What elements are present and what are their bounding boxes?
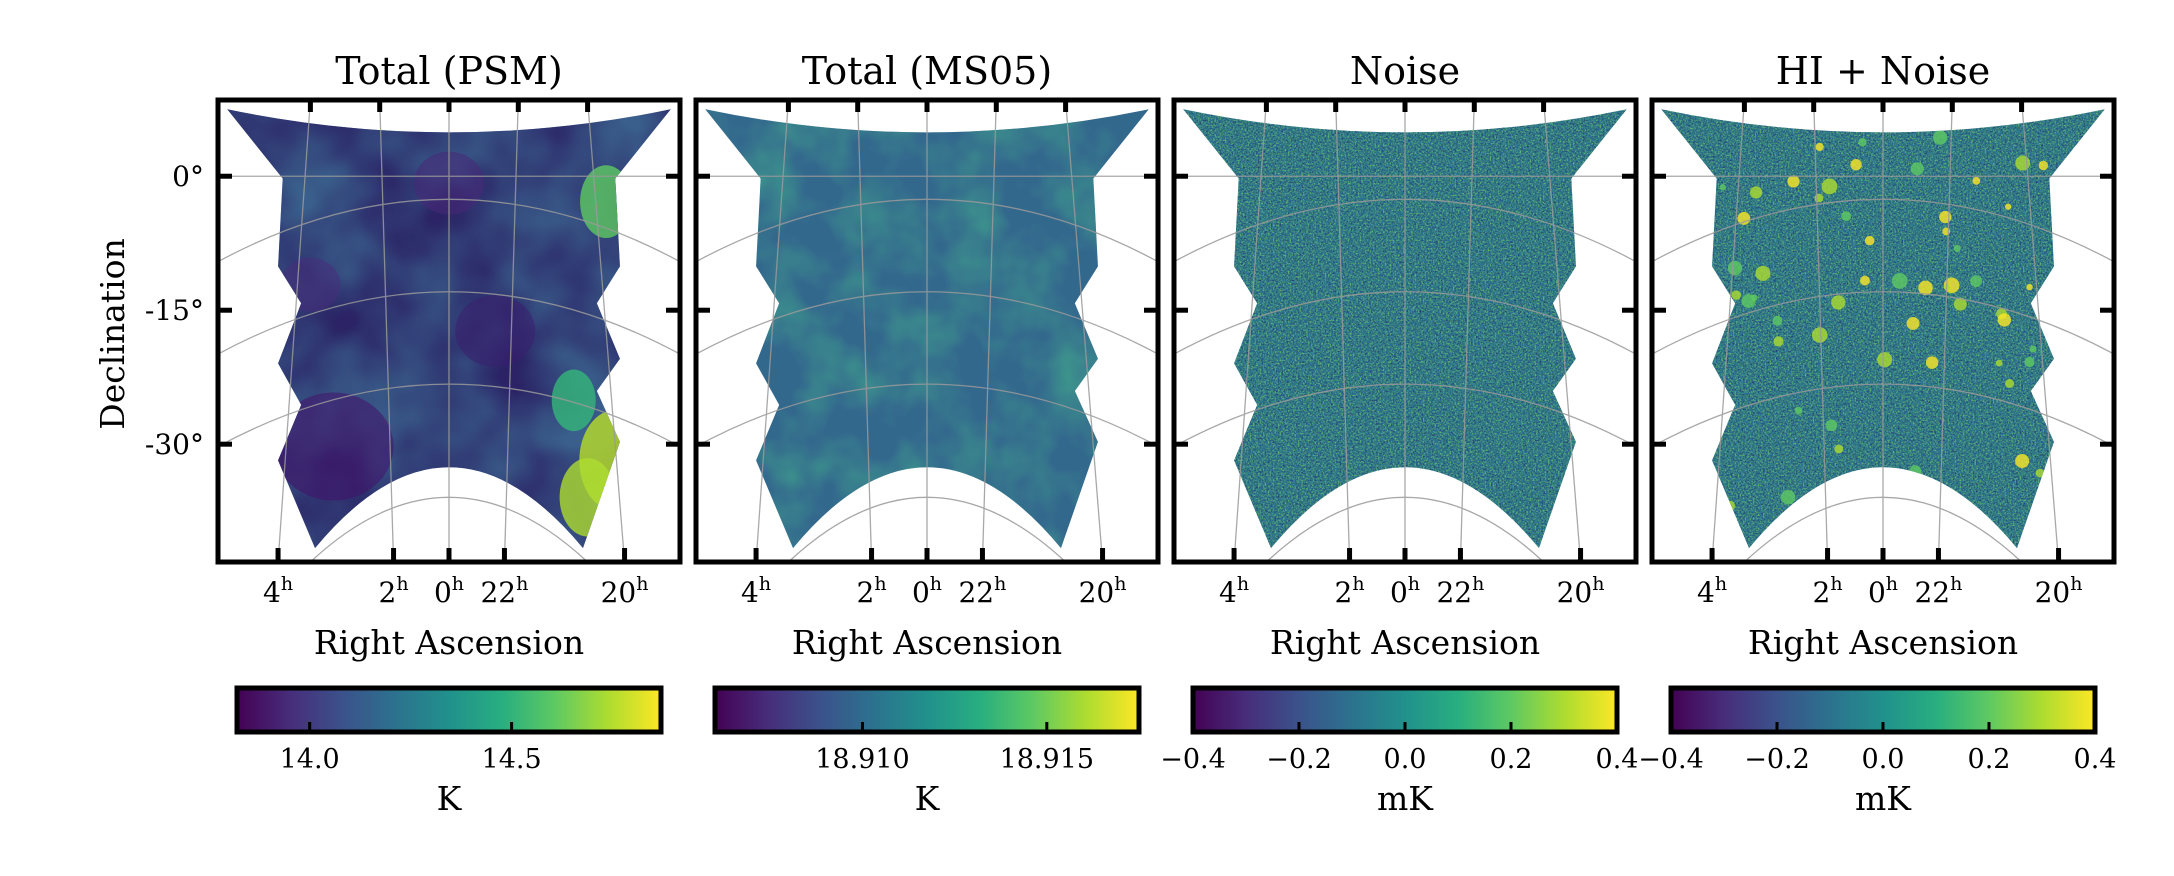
ra-tick-label: 0h	[1390, 573, 1420, 609]
ra-tick-label: 22h	[1436, 573, 1484, 609]
colorbar-unit: mK	[1377, 779, 1434, 818]
y-axis-label: Declination	[93, 238, 132, 429]
panel-3: Noise 4h 2h 0h 22h 20h Right Ascension −0.4 −0.2…	[1160, 49, 1639, 818]
ra-tick-label: 2h	[857, 573, 887, 609]
colorbar-tick-label: 0.2	[1968, 744, 2011, 775]
colorbar-tick-label: 0.4	[1596, 744, 1639, 775]
ra-tick-label: 0h	[1868, 573, 1898, 609]
colorbar-tick-label: 18.910	[815, 744, 909, 775]
colorbar-tick-label: 14.0	[280, 744, 340, 775]
dec-tick-label: -30°	[145, 428, 204, 461]
colorbar-tick-label: 0.0	[1384, 744, 1427, 775]
dec-tick-label: 0°	[172, 160, 204, 193]
colorbar-tick-label: −0.4	[1638, 744, 1704, 775]
x-axis-label: Right Ascension	[792, 623, 1062, 662]
ra-tick-label: 4h	[1697, 573, 1727, 609]
panel-title: Noise	[1350, 49, 1460, 93]
colorbar-unit: K	[915, 779, 941, 818]
ra-tick-label: 20h	[601, 573, 649, 609]
panel-1: Total (PSM) 0° -15° -30° 4h 2h 0h 22h 20h Right A…	[145, 49, 683, 818]
ra-tick-label: 20h	[1079, 573, 1127, 609]
ra-tick-label: 2h	[1813, 573, 1843, 609]
x-axis-label: Right Ascension	[314, 623, 584, 662]
colorbar-tick-label: −0.4	[1160, 744, 1226, 775]
colorbar-tick-label: −0.2	[1266, 744, 1332, 775]
ra-tick-label: 22h	[958, 573, 1006, 609]
x-axis-label: Right Ascension	[1270, 623, 1540, 662]
ra-tick-label: 2h	[379, 573, 409, 609]
colorbar-unit: K	[437, 779, 463, 818]
ra-tick-label: 22h	[480, 573, 528, 609]
panel-2: Total (MS05) 4h 2h 0h 22h 20h Right Ascension 1…	[693, 49, 1161, 818]
panel-title: Total (MS05)	[802, 49, 1052, 93]
ra-tick-label: 20h	[2035, 573, 2083, 609]
panel-4: HI + Noise 4h 2h 0h 22h 20h Right Ascension −0.…	[1638, 49, 2117, 818]
ra-tick-label: 22h	[1914, 573, 1962, 609]
ra-tick-label: 2h	[1335, 573, 1365, 609]
ra-tick-label: 4h	[1219, 573, 1249, 609]
dec-tick-label: -15°	[145, 294, 204, 327]
ra-tick-label: 0h	[912, 573, 942, 609]
colorbar: −0.4 −0.2 0.0 0.2 0.4 mK	[1638, 685, 2117, 818]
ra-tick-label: 4h	[741, 573, 771, 609]
colorbar: 18.910 18.915 K	[712, 685, 1142, 818]
ra-tick-label: 4h	[263, 573, 293, 609]
ra-tick-label: 20h	[1557, 573, 1605, 609]
colorbar: 14.0 14.5 K	[234, 685, 664, 818]
colorbar-tick-label: −0.2	[1744, 744, 1810, 775]
panel-title: HI + Noise	[1776, 49, 1990, 93]
colorbar: −0.4 −0.2 0.0 0.2 0.4 mK	[1160, 685, 1639, 818]
colorbar-tick-label: 14.5	[482, 744, 542, 775]
colorbar-tick-label: 18.915	[1000, 744, 1094, 775]
panel-title: Total (PSM)	[335, 49, 563, 93]
colorbar-tick-label: 0.4	[2074, 744, 2117, 775]
ra-tick-label: 0h	[434, 573, 464, 609]
x-axis-label: Right Ascension	[1748, 623, 2018, 662]
colorbar-tick-label: 0.0	[1862, 744, 1905, 775]
colorbar-unit: mK	[1855, 779, 1912, 818]
colorbar-tick-label: 0.2	[1490, 744, 1533, 775]
